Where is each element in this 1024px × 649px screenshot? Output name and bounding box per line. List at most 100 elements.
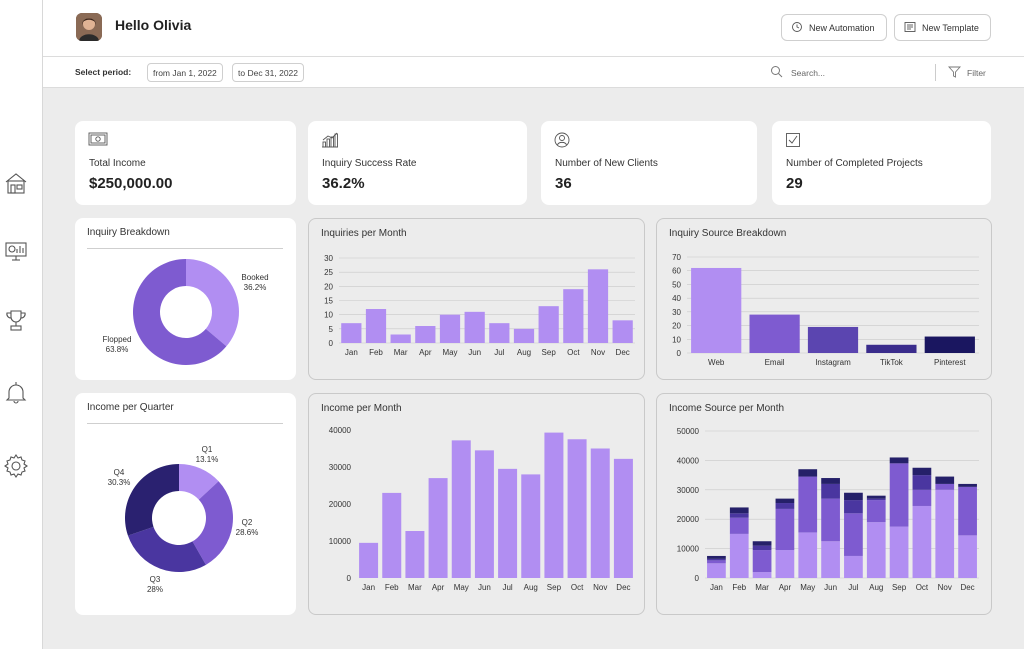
bar-segment <box>775 498 795 504</box>
chart-title: Inquiries per Month <box>321 228 407 239</box>
new-automation-button[interactable]: New Automation <box>781 14 887 41</box>
y-tick-label: 60 <box>672 267 681 276</box>
income-source-per-month-card: Income Source per Month 0 10000 20000 30000… <box>656 393 992 615</box>
x-tick-label: Dec <box>616 348 630 357</box>
y-tick-label: 25 <box>324 268 333 277</box>
x-tick-label: Jul <box>502 583 512 592</box>
bar <box>866 344 917 353</box>
x-tick-label: Feb <box>369 348 383 357</box>
kpi-card-completed-projects: Number of Completed Projects 29 <box>772 121 991 205</box>
to-date-chip[interactable]: to Dec 31, 2022 <box>232 63 305 82</box>
new-automation-label: New Automation <box>809 22 875 33</box>
chart-title: Inquiry Source Breakdown <box>669 228 787 239</box>
slice-value-label: 13.1% <box>196 455 219 464</box>
pie-slice <box>127 526 206 572</box>
bar <box>382 492 402 578</box>
bar-segment <box>729 533 749 578</box>
filter-button[interactable]: Filter <box>947 66 986 80</box>
bar <box>924 336 975 353</box>
y-tick-label: 20000 <box>329 500 352 509</box>
x-tick-label: Jan <box>345 348 358 357</box>
bar <box>513 328 535 343</box>
bar-segment <box>729 507 749 514</box>
bar-segment <box>889 526 909 578</box>
x-tick-label: Sep <box>547 583 562 592</box>
bar-segment <box>752 545 772 551</box>
greeting: Hello Olivia <box>115 17 192 33</box>
slice-value-label: 28.6% <box>236 528 259 537</box>
slice-label: Booked <box>241 273 268 282</box>
home-icon[interactable] <box>2 169 30 197</box>
x-tick-label: Nov <box>938 583 952 592</box>
x-tick-label: Jul <box>848 583 858 592</box>
bar-segment <box>821 483 840 499</box>
y-tick-label: 0 <box>677 349 682 358</box>
x-tick-label: Email <box>765 358 785 367</box>
bar-segment <box>729 513 749 518</box>
slice-value-label: 28% <box>147 585 163 594</box>
bar <box>521 474 541 578</box>
kpi-card-new-clients: Number of New Clients 36 <box>541 121 757 205</box>
y-tick-label: 30 <box>672 308 681 317</box>
chart-title: Income per Month <box>321 403 402 414</box>
avatar[interactable] <box>76 13 102 41</box>
search-placeholder: Search... <box>791 67 826 78</box>
bar-segment <box>912 475 932 490</box>
bar-segment <box>844 555 863 578</box>
y-tick-label: 40000 <box>677 456 700 465</box>
y-tick-label: 70 <box>672 253 681 262</box>
filter-label: Filter <box>967 68 986 78</box>
bar-segment <box>775 503 795 509</box>
y-tick-label: 50 <box>672 280 681 289</box>
y-tick-label: 40 <box>672 294 681 303</box>
analytics-icon[interactable] <box>2 237 30 265</box>
from-date-chip[interactable]: from Jan 1, 2022 <box>147 63 223 82</box>
kpi-card-total-income: Total Income $250,000.00 <box>75 121 296 205</box>
bar-segment <box>798 476 818 533</box>
bell-icon[interactable] <box>2 379 30 407</box>
bar-segment <box>912 467 932 476</box>
money-icon <box>88 132 108 148</box>
x-tick-label: Jul <box>494 348 504 357</box>
x-tick-label: May <box>454 583 469 592</box>
slice-label: Q4 <box>114 468 125 477</box>
gear-icon[interactable] <box>2 452 30 480</box>
x-tick-label: Oct <box>571 583 584 592</box>
y-tick-label: 10 <box>672 335 681 344</box>
kpi-value: 36.2% <box>322 175 365 192</box>
y-tick-label: 20 <box>672 322 681 331</box>
bar-segment <box>752 572 772 578</box>
x-tick-label: Feb <box>732 583 746 592</box>
slice-value-label: 30.3% <box>108 478 131 487</box>
y-tick-label: 30000 <box>329 463 352 472</box>
bar <box>613 458 633 578</box>
y-tick-label: 40000 <box>329 426 352 435</box>
chart-svg: 0 10 20 30 40 50 60 70 Web Email Instagram TikTok Pi… <box>672 253 979 367</box>
bar <box>567 439 587 578</box>
x-tick-label: Oct <box>567 348 580 357</box>
divider <box>87 423 283 424</box>
x-tick-label: Jun <box>824 583 837 592</box>
bar <box>691 267 742 353</box>
y-tick-label: 10000 <box>677 545 700 554</box>
bar <box>612 320 633 343</box>
bar-segment <box>821 541 840 578</box>
bar-segment <box>912 489 932 506</box>
new-template-button[interactable]: New Template <box>894 14 991 41</box>
bar-segment <box>752 550 772 573</box>
pie-slice <box>125 464 179 536</box>
select-period-label: Select period: <box>75 67 132 77</box>
x-tick-label: Nov <box>591 348 605 357</box>
trophy-icon[interactable] <box>2 306 30 334</box>
chart-svg: 0 5 10 15 20 25 30 Jan Feb Mar Apr May Jun Jul Aug Sep O… <box>324 254 635 357</box>
search-input[interactable]: Search... <box>770 65 825 80</box>
x-tick-label: Instagram <box>815 358 851 367</box>
bar-segment <box>844 492 863 501</box>
bar-segment <box>821 478 840 484</box>
x-tick-label: Dec <box>616 583 630 592</box>
divider <box>935 64 936 81</box>
bar-segment <box>866 495 886 499</box>
x-tick-label: Jun <box>468 348 481 357</box>
bar-segment <box>729 517 749 534</box>
bar <box>489 323 510 343</box>
